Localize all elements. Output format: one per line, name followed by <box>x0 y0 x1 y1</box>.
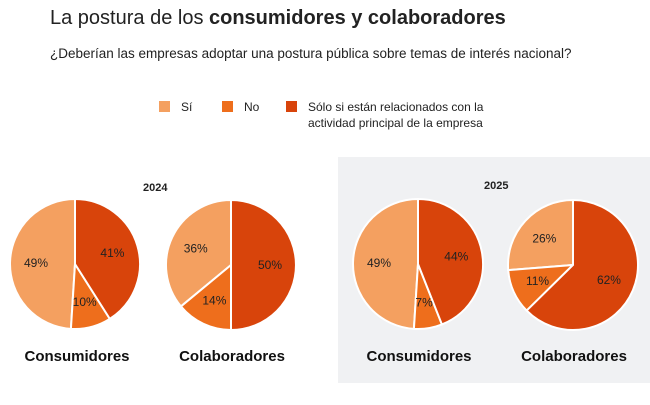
data-label-2025-consumidores-solo-si: 44% <box>444 250 468 264</box>
chart-title: La postura de los consumidores y colabor… <box>50 7 506 30</box>
pie-slice-2024-colaboradores-no <box>179 262 232 332</box>
legend-swatch-solo-si <box>286 101 297 112</box>
title-bold: consumidores y colaboradores <box>209 7 506 29</box>
legend-swatch-si <box>159 101 170 112</box>
legend-item-no: No <box>222 99 259 115</box>
pie-name-2025-consumidores: Consumidores <box>366 348 472 365</box>
legend-label-no: No <box>244 100 260 114</box>
pie-slice-2024-colaboradores-si <box>165 198 232 308</box>
legend-item-solo-si: Sólo si están relacionados con la activi… <box>286 99 513 131</box>
data-label-2024-consumidores-solo-si: 41% <box>100 246 124 260</box>
data-label-2024-colaboradores-si: 36% <box>184 241 208 255</box>
data-label-2025-colaboradores-no: 11% <box>526 274 549 288</box>
pie-slice-2025-colaboradores-solo-si <box>525 198 639 331</box>
pie-slice-2024-consumidores-solo-si <box>74 197 141 321</box>
year-label-2025: 2025 <box>484 180 509 192</box>
pie-name-2024-colaboradores: Colaboradores <box>179 348 285 365</box>
pie-slice-2025-colaboradores-si <box>507 198 574 272</box>
year-label-2024: 2024 <box>143 182 168 194</box>
data-label-2024-colaboradores-no: 14% <box>202 293 226 307</box>
legend-item-si: Sí <box>159 99 192 115</box>
pie-slice-2024-consumidores-si <box>9 197 76 330</box>
pie-slice-2024-colaboradores-solo-si <box>230 198 297 332</box>
data-label-2025-colaboradores-solo-si: 62% <box>597 273 621 287</box>
legend-swatch-no <box>222 101 233 112</box>
chart-subtitle: ¿Deberían las empresas adoptar una postu… <box>50 46 572 61</box>
data-label-2024-consumidores-si: 49% <box>24 256 48 270</box>
data-label-2024-colaboradores-solo-si: 50% <box>258 258 282 272</box>
title-regular: La postura de los <box>50 7 209 29</box>
pie-name-2024-consumidores: Consumidores <box>24 348 130 365</box>
pie-slice-2025-consumidores-solo-si <box>417 197 484 326</box>
data-label-2025-colaboradores-si: 26% <box>532 232 556 246</box>
data-label-2025-consumidores-no: 7% <box>415 296 433 310</box>
data-label-2024-consumidores-no: 10% <box>73 295 97 309</box>
legend-label-solo-si: Sólo si están relacionados con la activi… <box>308 100 484 130</box>
legend-label-si: Sí <box>181 100 193 114</box>
pie-slice-2025-consumidores-si <box>352 197 419 330</box>
pie-name-2025-colaboradores: Colaboradores <box>521 348 627 365</box>
data-label-2025-consumidores-si: 49% <box>367 256 391 270</box>
